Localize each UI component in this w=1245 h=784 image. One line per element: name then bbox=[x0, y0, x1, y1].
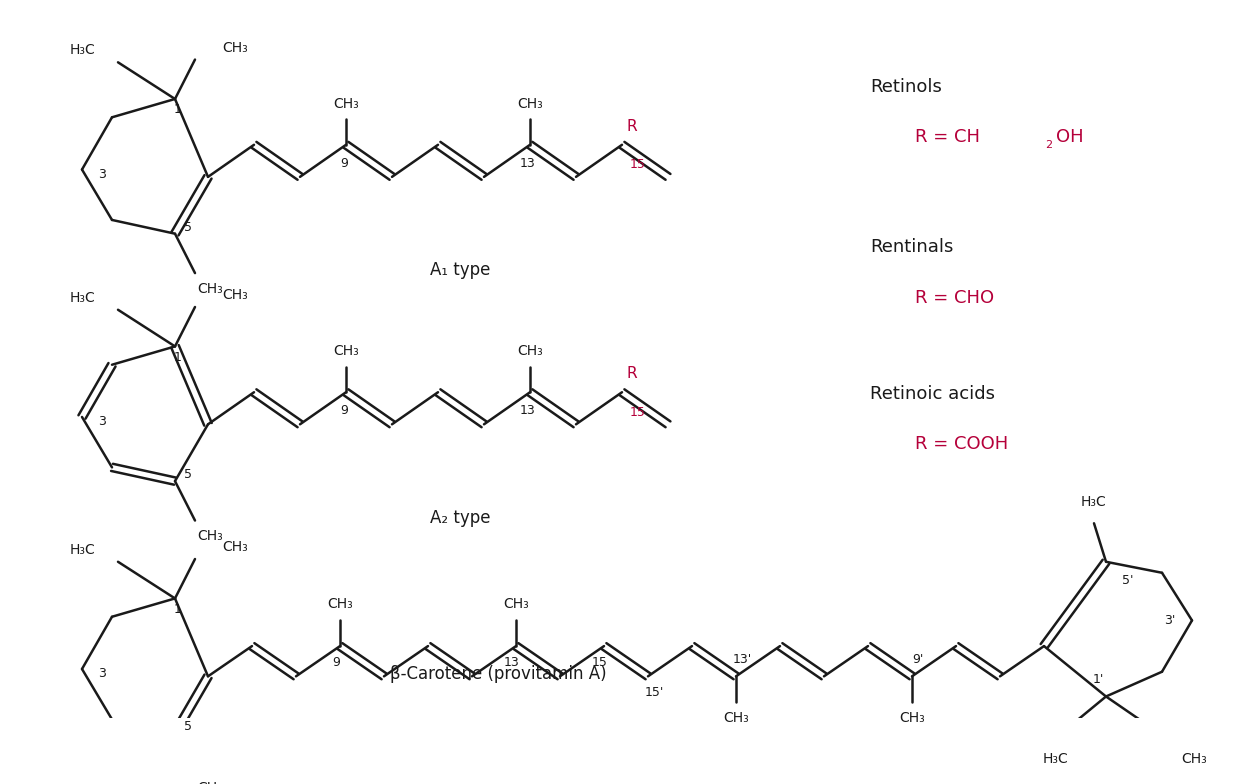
Text: R = COOH: R = COOH bbox=[915, 435, 1008, 453]
Text: 15': 15' bbox=[645, 686, 664, 699]
Text: 13: 13 bbox=[504, 656, 520, 669]
Text: H₃C: H₃C bbox=[70, 543, 95, 557]
Text: 1': 1' bbox=[1092, 673, 1103, 687]
Text: 1: 1 bbox=[174, 103, 182, 117]
Text: H₃C: H₃C bbox=[1043, 752, 1069, 766]
Text: CH₃: CH₃ bbox=[517, 344, 543, 358]
Text: H₃C: H₃C bbox=[70, 43, 95, 57]
Text: Rentinals: Rentinals bbox=[870, 238, 954, 256]
Text: 5: 5 bbox=[184, 221, 192, 234]
Text: CH₃: CH₃ bbox=[197, 781, 223, 784]
Text: 5': 5' bbox=[1122, 574, 1134, 586]
Text: CH₃: CH₃ bbox=[222, 540, 248, 554]
Text: β-Carotene (provitamin A): β-Carotene (provitamin A) bbox=[390, 665, 606, 683]
Text: CH₃: CH₃ bbox=[723, 711, 749, 725]
Text: 3: 3 bbox=[98, 168, 106, 180]
Text: 3: 3 bbox=[98, 415, 106, 428]
Text: CH₃: CH₃ bbox=[197, 281, 223, 296]
Text: 3: 3 bbox=[98, 667, 106, 680]
Text: CH₃: CH₃ bbox=[517, 96, 543, 111]
Text: 9: 9 bbox=[340, 157, 347, 169]
Text: R = CH: R = CH bbox=[915, 129, 980, 147]
Text: 3': 3' bbox=[1164, 614, 1175, 627]
Text: A₂ type: A₂ type bbox=[430, 509, 491, 527]
Text: 9: 9 bbox=[332, 656, 340, 669]
Text: CH₃: CH₃ bbox=[503, 597, 529, 611]
Text: 9': 9' bbox=[913, 653, 924, 666]
Text: 13: 13 bbox=[520, 157, 535, 169]
Text: R: R bbox=[626, 119, 637, 134]
Text: 9: 9 bbox=[340, 404, 347, 417]
Text: 13': 13' bbox=[732, 653, 752, 666]
Text: CH₃: CH₃ bbox=[222, 41, 248, 55]
Text: R = CHO: R = CHO bbox=[915, 289, 994, 307]
Text: 1: 1 bbox=[174, 351, 182, 364]
Text: Retinols: Retinols bbox=[870, 78, 942, 96]
Text: CH₃: CH₃ bbox=[899, 711, 925, 725]
Text: 5: 5 bbox=[184, 468, 192, 481]
Text: 15: 15 bbox=[630, 406, 646, 419]
Text: CH₃: CH₃ bbox=[197, 529, 223, 543]
Text: CH₃: CH₃ bbox=[334, 96, 359, 111]
Text: 5: 5 bbox=[184, 720, 192, 733]
Text: A₁ type: A₁ type bbox=[430, 261, 491, 279]
Text: CH₃: CH₃ bbox=[1182, 752, 1206, 766]
Text: 1: 1 bbox=[174, 603, 182, 616]
Text: 13: 13 bbox=[520, 404, 535, 417]
Text: 15: 15 bbox=[593, 656, 608, 669]
Text: H₃C: H₃C bbox=[70, 291, 95, 305]
Text: OH: OH bbox=[1056, 129, 1083, 147]
Text: CH₃: CH₃ bbox=[222, 288, 248, 302]
Text: H₃C: H₃C bbox=[1081, 495, 1107, 509]
Text: 2: 2 bbox=[1045, 140, 1052, 150]
Text: 15: 15 bbox=[630, 158, 646, 172]
Text: CH₃: CH₃ bbox=[334, 344, 359, 358]
Text: CH₃: CH₃ bbox=[327, 597, 352, 611]
Text: Retinoic acids: Retinoic acids bbox=[870, 385, 995, 403]
Text: R: R bbox=[626, 366, 637, 381]
